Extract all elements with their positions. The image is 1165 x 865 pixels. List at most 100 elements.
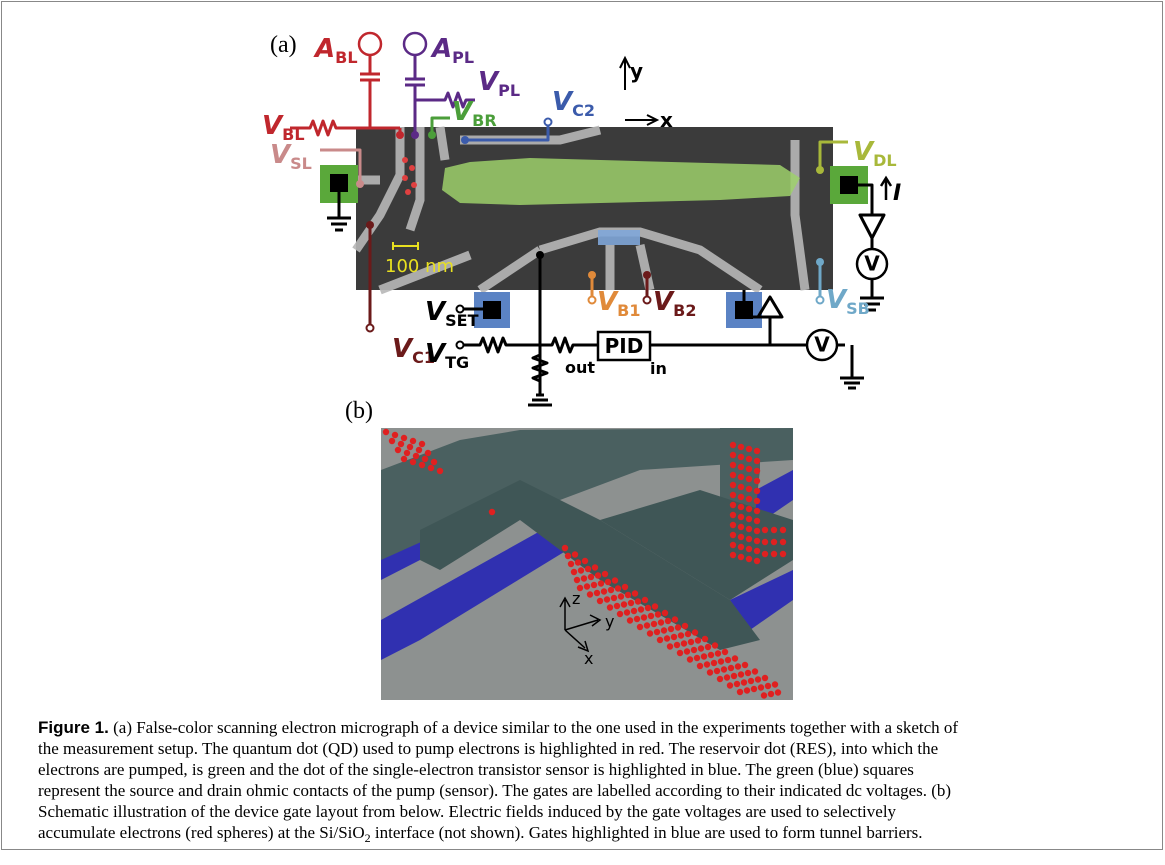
electron xyxy=(728,665,734,671)
axis-z-label: z xyxy=(572,589,580,608)
electron xyxy=(431,459,437,465)
electron xyxy=(746,466,752,472)
electron xyxy=(738,484,744,490)
gate-label-sub: SB xyxy=(846,299,870,318)
electron xyxy=(601,588,607,594)
scale-bar-label: 100 nm xyxy=(385,256,454,277)
gate-label-sub: B2 xyxy=(673,301,696,320)
electron xyxy=(765,683,771,689)
gate-label-main: V xyxy=(826,285,848,315)
gate-label-main: V xyxy=(452,97,474,127)
electron xyxy=(575,559,581,565)
electron xyxy=(775,689,781,695)
electron xyxy=(730,502,736,508)
gate-label-sub: TG xyxy=(445,353,469,372)
electron xyxy=(668,626,674,632)
electron xyxy=(754,548,760,554)
electron xyxy=(754,518,760,524)
electron xyxy=(738,454,744,460)
gate-label-sub: B1 xyxy=(617,301,640,320)
electron xyxy=(754,478,760,484)
electron xyxy=(730,542,736,548)
electron xyxy=(581,575,587,581)
electron xyxy=(730,482,736,488)
electron xyxy=(652,603,658,609)
electron xyxy=(672,616,678,622)
electron xyxy=(585,566,591,572)
electron xyxy=(638,606,644,612)
electron xyxy=(730,462,736,468)
gate-label-main: V xyxy=(425,297,447,327)
electron xyxy=(662,610,668,616)
electron xyxy=(635,598,641,604)
electron xyxy=(644,622,650,628)
electron xyxy=(732,655,738,661)
caption-line: represent the source and drain ohmic con… xyxy=(38,781,951,800)
electron xyxy=(605,579,611,585)
electron xyxy=(738,474,744,480)
electron xyxy=(738,464,744,470)
electron xyxy=(738,544,744,550)
gate-label-main: V xyxy=(262,111,284,141)
electron xyxy=(705,644,711,650)
electron xyxy=(688,639,694,645)
pid-out-label: out xyxy=(565,358,595,377)
electron xyxy=(761,692,767,698)
electron xyxy=(730,522,736,528)
electron xyxy=(714,668,720,674)
electron xyxy=(762,539,768,545)
electron xyxy=(780,539,786,545)
electron xyxy=(721,666,727,672)
electron xyxy=(657,637,663,643)
electron xyxy=(574,577,580,583)
electron xyxy=(754,528,760,534)
electron xyxy=(734,681,740,687)
gate-label-sub: DL xyxy=(873,151,896,170)
current-label: I xyxy=(893,181,901,206)
electron xyxy=(437,468,443,474)
axis-x-label: x xyxy=(660,108,673,132)
electron xyxy=(661,627,667,633)
panel-b-label: (b) xyxy=(345,398,373,424)
electron xyxy=(587,591,593,597)
electron xyxy=(642,597,648,603)
caption-line: the measurement setup. The quantum dot (… xyxy=(38,739,938,758)
electron xyxy=(602,571,608,577)
electron xyxy=(489,509,495,515)
electron xyxy=(607,604,613,610)
gate-label-main: V xyxy=(478,67,500,97)
gate-label-main: A xyxy=(430,34,452,64)
pid-in-label: in xyxy=(650,359,667,378)
electron xyxy=(648,613,654,619)
electron xyxy=(738,514,744,520)
electron xyxy=(682,623,688,629)
electron xyxy=(598,580,604,586)
electron xyxy=(692,629,698,635)
electron xyxy=(746,506,752,512)
electron xyxy=(780,527,786,533)
electron xyxy=(735,663,741,669)
electron xyxy=(401,456,407,462)
electron xyxy=(730,552,736,558)
electron xyxy=(780,551,786,557)
electron xyxy=(383,429,389,435)
electron xyxy=(398,441,404,447)
electron xyxy=(730,512,736,518)
electron xyxy=(771,551,777,557)
electron xyxy=(584,583,590,589)
electron xyxy=(654,629,660,635)
electron xyxy=(615,585,621,591)
electron xyxy=(702,636,708,642)
electron xyxy=(637,624,643,630)
electron xyxy=(738,534,744,540)
figure: (a) 100 nm xyxy=(0,0,1165,865)
electron xyxy=(755,676,761,682)
electron xyxy=(738,671,744,677)
electron xyxy=(746,536,752,542)
electron xyxy=(565,553,571,559)
electron xyxy=(722,649,728,655)
electron xyxy=(392,432,398,438)
electron xyxy=(627,617,633,623)
electron xyxy=(568,561,574,567)
electron xyxy=(618,593,624,599)
